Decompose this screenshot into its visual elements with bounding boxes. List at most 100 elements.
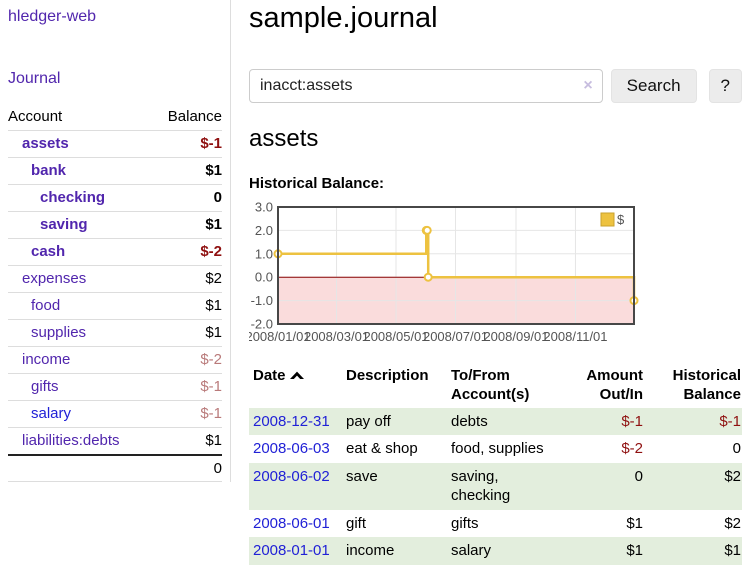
- journal-nav: Journal: [8, 70, 222, 88]
- transaction-accounts: saving, checking: [451, 467, 511, 505]
- search-input-wrap: ×: [249, 69, 603, 103]
- transaction-date-link[interactable]: 2008-01-01: [253, 542, 330, 559]
- transaction-date-link[interactable]: 2008-12-31: [253, 412, 330, 430]
- accounts-header-row: Account Balance: [8, 104, 222, 131]
- app: hledger-web Journal Account Balance asse…: [0, 0, 742, 565]
- transaction-description: eat & shop: [346, 440, 418, 457]
- search-button[interactable]: Search: [610, 69, 697, 103]
- y-axis-tick-label: 2.0: [255, 223, 273, 238]
- accounts-table: Account Balance assets $-1 bank $1 checking 0…: [8, 104, 222, 482]
- account-row: gifts $-1: [8, 373, 222, 401]
- y-axis-tick-label: 3.0: [255, 201, 273, 215]
- chart-title: Historical Balance:: [249, 175, 385, 192]
- register-table: Date Description To/From Account(s) Amou…: [249, 364, 742, 565]
- account-row: bank $1: [8, 157, 222, 185]
- help-button[interactable]: ?: [708, 69, 742, 103]
- date-header-label: Date: [253, 367, 286, 384]
- clear-search-icon[interactable]: ×: [583, 77, 593, 94]
- transaction-description: income: [346, 542, 395, 559]
- account-balance: $1: [152, 157, 222, 185]
- sidebar-account-link[interactable]: salary: [31, 405, 72, 422]
- sidebar: hledger-web Journal Account Balance asse…: [0, 0, 231, 482]
- x-axis-tick-label: 2008/01/01: [249, 329, 311, 344]
- sidebar-account-link[interactable]: food: [31, 297, 61, 314]
- data-point-marker: [422, 225, 432, 235]
- register-header-amount: Amount Out/In: [586, 367, 643, 403]
- transaction-balance: $-1: [719, 412, 741, 430]
- sidebar-account-link[interactable]: checking: [40, 189, 106, 206]
- account-row: saving $1: [8, 211, 222, 239]
- y-axis-tick-label: -2.0: [251, 317, 273, 332]
- account-row: assets $-1: [8, 130, 222, 158]
- legend-swatch: [600, 212, 615, 227]
- register-header-row: Date Description To/From Account(s) Amou…: [249, 364, 742, 408]
- account-row: cash $-2: [8, 238, 222, 266]
- transaction-description: save: [346, 467, 378, 485]
- account-balance: $1: [152, 319, 222, 347]
- transaction-balance: $1: [724, 542, 741, 559]
- account-balance: $2: [152, 265, 222, 293]
- account-heading: assets: [249, 125, 319, 152]
- transaction-description: gift: [346, 514, 367, 532]
- sidebar-account-link[interactable]: gifts: [31, 378, 59, 395]
- transaction-balance: $2: [724, 514, 741, 532]
- register-row: 2008-12-31 pay off debts $-1 $-1: [249, 407, 742, 435]
- app-title: hledger-web: [8, 8, 222, 26]
- transaction-date-link[interactable]: 2008-06-02: [253, 467, 330, 485]
- account-balance: $-1: [152, 130, 222, 158]
- transaction-date-link[interactable]: 2008-06-03: [253, 440, 330, 457]
- account-balance: $-2: [152, 346, 222, 374]
- nav-journal-link[interactable]: Journal: [8, 70, 61, 87]
- register-header-accounts: To/From Account(s): [451, 367, 530, 403]
- register-header-date[interactable]: Date: [249, 364, 346, 408]
- sidebar-account-link[interactable]: income: [22, 351, 71, 368]
- account-balance: $-1: [152, 373, 222, 401]
- sidebar-account-link[interactable]: expenses: [22, 270, 87, 287]
- register-row: 2008-06-02 save saving, checking 0 $2: [249, 462, 742, 510]
- transaction-accounts: food, supplies: [451, 440, 544, 457]
- account-balance: $1: [152, 211, 222, 239]
- y-axis-tick-label: 0.0: [255, 270, 273, 285]
- x-axis-tick-label: 2008/03/01: [304, 329, 369, 344]
- transaction-accounts: debts: [451, 412, 488, 430]
- sidebar-account-link[interactable]: bank: [31, 162, 67, 179]
- transaction-amount: $-2: [621, 440, 643, 457]
- sidebar-account-link[interactable]: cash: [31, 243, 66, 260]
- transaction-accounts: gifts: [451, 514, 479, 532]
- x-axis-tick-label: 2008/05/01: [363, 329, 428, 344]
- register-row: 2008-06-03 eat & shop food, supplies $-2 0: [249, 435, 742, 463]
- account-row: salary $-1: [8, 400, 222, 428]
- transaction-balance: 0: [732, 440, 741, 457]
- search-input[interactable]: [249, 69, 603, 103]
- y-axis-tick-label: -1.0: [251, 293, 273, 308]
- sidebar-account-link[interactable]: supplies: [31, 324, 87, 341]
- page-title: sample.journal: [249, 2, 438, 34]
- app-title-link[interactable]: hledger-web: [8, 8, 97, 25]
- account-row: liabilities:debts $1: [8, 428, 222, 456]
- account-balance: $-2: [152, 238, 222, 266]
- accounts-total-value: 0: [152, 454, 222, 482]
- account-balance: $1: [152, 292, 222, 320]
- account-row: checking 0: [8, 184, 222, 212]
- transaction-date-link[interactable]: 2008-06-01: [253, 514, 330, 532]
- sidebar-account-link[interactable]: assets: [22, 135, 69, 152]
- sidebar-account-link[interactable]: liabilities:debts: [22, 432, 120, 449]
- register-header-balance: Historical Balance: [672, 367, 741, 403]
- transaction-accounts: salary: [451, 542, 492, 559]
- x-axis-tick-label: 2008/09/01: [483, 329, 548, 344]
- register-row: 2008-06-01 gift gifts $1 $2: [249, 510, 742, 538]
- transaction-amount: $-1: [621, 412, 643, 430]
- transaction-amount: $1: [626, 514, 643, 532]
- accounts-total-row: 0: [8, 454, 222, 482]
- main-content: sample.journal × Search ? assets Histori…: [231, 0, 742, 565]
- account-row: income $-2: [8, 346, 222, 374]
- data-point-marker: [423, 272, 433, 282]
- accounts-total-spacer: [8, 454, 152, 482]
- x-axis-tick-label: 2008/07/01: [423, 329, 488, 344]
- sidebar-account-link[interactable]: saving: [40, 216, 88, 233]
- account-balance: 0: [152, 184, 222, 212]
- legend-label: $: [617, 212, 625, 227]
- historical-balance-chart: 3.0 2.0 1.0 0.0 -1.0 -2.02008/01/012008/03/01…: [249, 201, 639, 344]
- chart-border: [277, 206, 635, 325]
- transaction-amount: 0: [634, 467, 643, 485]
